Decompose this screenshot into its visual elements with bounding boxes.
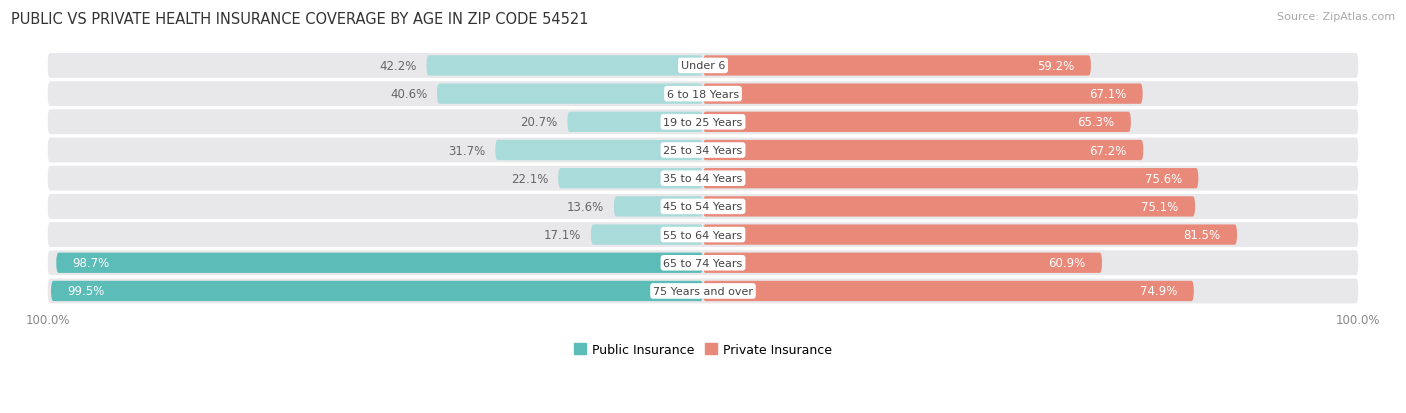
Text: 99.5%: 99.5%: [67, 285, 104, 298]
Text: 45 to 54 Years: 45 to 54 Years: [664, 202, 742, 212]
Text: 60.9%: 60.9%: [1049, 256, 1085, 270]
FancyBboxPatch shape: [48, 110, 1358, 135]
FancyBboxPatch shape: [703, 225, 1237, 245]
Text: 40.6%: 40.6%: [389, 88, 427, 101]
Text: 42.2%: 42.2%: [380, 60, 416, 73]
FancyBboxPatch shape: [703, 281, 1194, 301]
FancyBboxPatch shape: [56, 253, 703, 273]
FancyBboxPatch shape: [614, 197, 703, 217]
FancyBboxPatch shape: [703, 112, 1130, 133]
Text: 13.6%: 13.6%: [567, 200, 605, 214]
Text: 55 to 64 Years: 55 to 64 Years: [664, 230, 742, 240]
FancyBboxPatch shape: [48, 82, 1358, 107]
Legend: Public Insurance, Private Insurance: Public Insurance, Private Insurance: [568, 338, 838, 361]
Text: 22.1%: 22.1%: [510, 172, 548, 185]
Text: 67.1%: 67.1%: [1088, 88, 1126, 101]
Text: 75 Years and over: 75 Years and over: [652, 286, 754, 296]
Text: 6 to 18 Years: 6 to 18 Years: [666, 90, 740, 100]
FancyBboxPatch shape: [48, 138, 1358, 163]
Text: 65 to 74 Years: 65 to 74 Years: [664, 258, 742, 268]
FancyBboxPatch shape: [426, 56, 703, 76]
Text: 98.7%: 98.7%: [73, 256, 110, 270]
Text: 25 to 34 Years: 25 to 34 Years: [664, 146, 742, 156]
FancyBboxPatch shape: [495, 140, 703, 161]
Text: 81.5%: 81.5%: [1184, 228, 1220, 242]
Text: 35 to 44 Years: 35 to 44 Years: [664, 174, 742, 184]
FancyBboxPatch shape: [558, 169, 703, 189]
FancyBboxPatch shape: [703, 197, 1195, 217]
Text: 67.2%: 67.2%: [1090, 144, 1128, 157]
Text: 19 to 25 Years: 19 to 25 Years: [664, 118, 742, 128]
Text: PUBLIC VS PRIVATE HEALTH INSURANCE COVERAGE BY AGE IN ZIP CODE 54521: PUBLIC VS PRIVATE HEALTH INSURANCE COVER…: [11, 12, 589, 27]
Text: 20.7%: 20.7%: [520, 116, 558, 129]
FancyBboxPatch shape: [703, 253, 1102, 273]
Text: 75.6%: 75.6%: [1144, 172, 1182, 185]
FancyBboxPatch shape: [48, 166, 1358, 191]
Text: 74.9%: 74.9%: [1140, 285, 1177, 298]
FancyBboxPatch shape: [48, 279, 1358, 304]
FancyBboxPatch shape: [568, 112, 703, 133]
FancyBboxPatch shape: [703, 140, 1143, 161]
Text: 75.1%: 75.1%: [1142, 200, 1178, 214]
FancyBboxPatch shape: [703, 56, 1091, 76]
Text: Under 6: Under 6: [681, 61, 725, 71]
Text: 31.7%: 31.7%: [449, 144, 485, 157]
FancyBboxPatch shape: [48, 223, 1358, 247]
FancyBboxPatch shape: [437, 84, 703, 104]
FancyBboxPatch shape: [48, 251, 1358, 275]
FancyBboxPatch shape: [703, 84, 1143, 104]
Text: 59.2%: 59.2%: [1038, 60, 1074, 73]
FancyBboxPatch shape: [51, 281, 703, 301]
FancyBboxPatch shape: [48, 195, 1358, 219]
FancyBboxPatch shape: [703, 169, 1198, 189]
Text: 65.3%: 65.3%: [1077, 116, 1115, 129]
FancyBboxPatch shape: [48, 54, 1358, 78]
Text: Source: ZipAtlas.com: Source: ZipAtlas.com: [1277, 12, 1395, 22]
Text: 17.1%: 17.1%: [544, 228, 581, 242]
FancyBboxPatch shape: [591, 225, 703, 245]
